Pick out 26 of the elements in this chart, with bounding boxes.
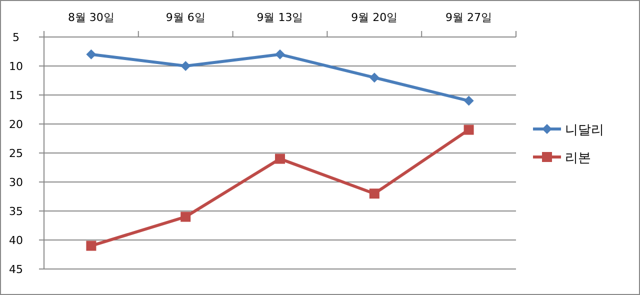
point (464, 96, 474, 106)
x-tick-label: 8월 30일 (68, 11, 114, 24)
x-tick-label: 9월 13일 (256, 11, 304, 24)
x-tick-label: 9월 20일 (351, 11, 398, 24)
x-tick-label: 9월 6일 (166, 11, 206, 24)
y-tick-label: 30 (9, 176, 23, 189)
legend-label: 니달리 (565, 123, 604, 138)
y-tick-label: 10 (9, 60, 23, 73)
y-tick-label: 45 (9, 263, 23, 276)
point (86, 49, 96, 60)
point (275, 49, 285, 60)
y-tick-label: 5 (12, 31, 20, 44)
point (369, 72, 380, 83)
point (369, 188, 380, 199)
legend-label: 리본 (565, 151, 591, 166)
point (275, 154, 285, 164)
point (180, 212, 191, 222)
y-tick-label: 40 (9, 234, 23, 247)
point (464, 124, 474, 135)
y-tick-label: 15 (9, 89, 23, 102)
y-tick-label: 25 (9, 147, 23, 160)
point (86, 240, 96, 251)
y-tick-label: 35 (9, 205, 23, 218)
y-tick-label: 20 (9, 118, 23, 131)
point (180, 61, 191, 71)
x-tick-label: 9월 27일 (446, 11, 492, 24)
